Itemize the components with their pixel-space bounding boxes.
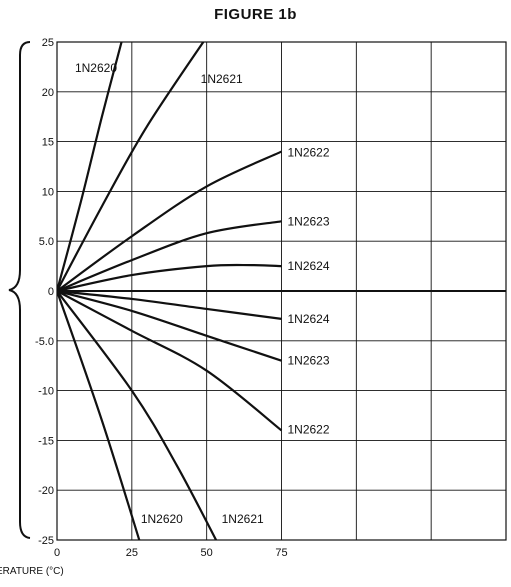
y-tick-label: 10	[42, 186, 54, 198]
x-axis-label: ERATURE (°C)	[0, 566, 64, 577]
series-label-1n2624: 1N2624	[287, 312, 329, 326]
left-brace	[8, 41, 31, 539]
y-tick-label: -15	[38, 435, 54, 447]
series-line-1n2623	[57, 289, 282, 362]
series-label-1n2620: 1N2620	[75, 61, 117, 75]
x-tick-label: 75	[275, 547, 287, 559]
series-line-1n2621	[57, 290, 218, 540]
chart-title: FIGURE 1b	[214, 6, 297, 23]
y-tick-label: -25	[38, 535, 54, 547]
series-label-1n2623: 1N2623	[287, 214, 329, 228]
x-tick-label: 0	[54, 547, 60, 559]
series-line-1n2622	[57, 290, 283, 432]
x-tick-label: 50	[201, 547, 213, 559]
y-tick-label: 5.0	[39, 236, 54, 248]
series-label-1n2621: 1N2621	[201, 72, 243, 86]
x-tick-label: 25	[126, 547, 138, 559]
series-label-1n2624: 1N2624	[287, 259, 329, 273]
series-label-1n2622: 1N2622	[287, 146, 329, 160]
series-line-1n2624	[57, 263, 282, 293]
y-tick-label: 15	[42, 137, 54, 149]
series-line-1n2620	[57, 290, 141, 540]
series-line-1n2622	[57, 150, 282, 292]
y-tick-label: 25	[42, 37, 54, 49]
y-tick-label: -10	[38, 386, 54, 398]
series-line-1n2624	[57, 289, 282, 320]
series-line-1n2623	[57, 220, 282, 293]
y-tick-label: 20	[42, 87, 54, 99]
series-label-1n2621: 1N2621	[222, 512, 264, 526]
series-label-1n2620: 1N2620	[141, 512, 183, 526]
plot-labels: 1N2620 1N2621 1N2622 1N2623 1N2624 1N2624 1N26…	[75, 61, 330, 526]
y-tick-label: -5.0	[35, 336, 54, 348]
plot-curves	[57, 42, 283, 540]
series-line-1n2620	[57, 42, 123, 292]
series-label-1n2623: 1N2623	[287, 354, 329, 368]
series-label-1n2622: 1N2622	[287, 422, 329, 436]
y-tick-label: -20	[38, 485, 54, 497]
y-tick-label: 0	[48, 286, 54, 298]
series-line-1n2621	[57, 42, 205, 292]
